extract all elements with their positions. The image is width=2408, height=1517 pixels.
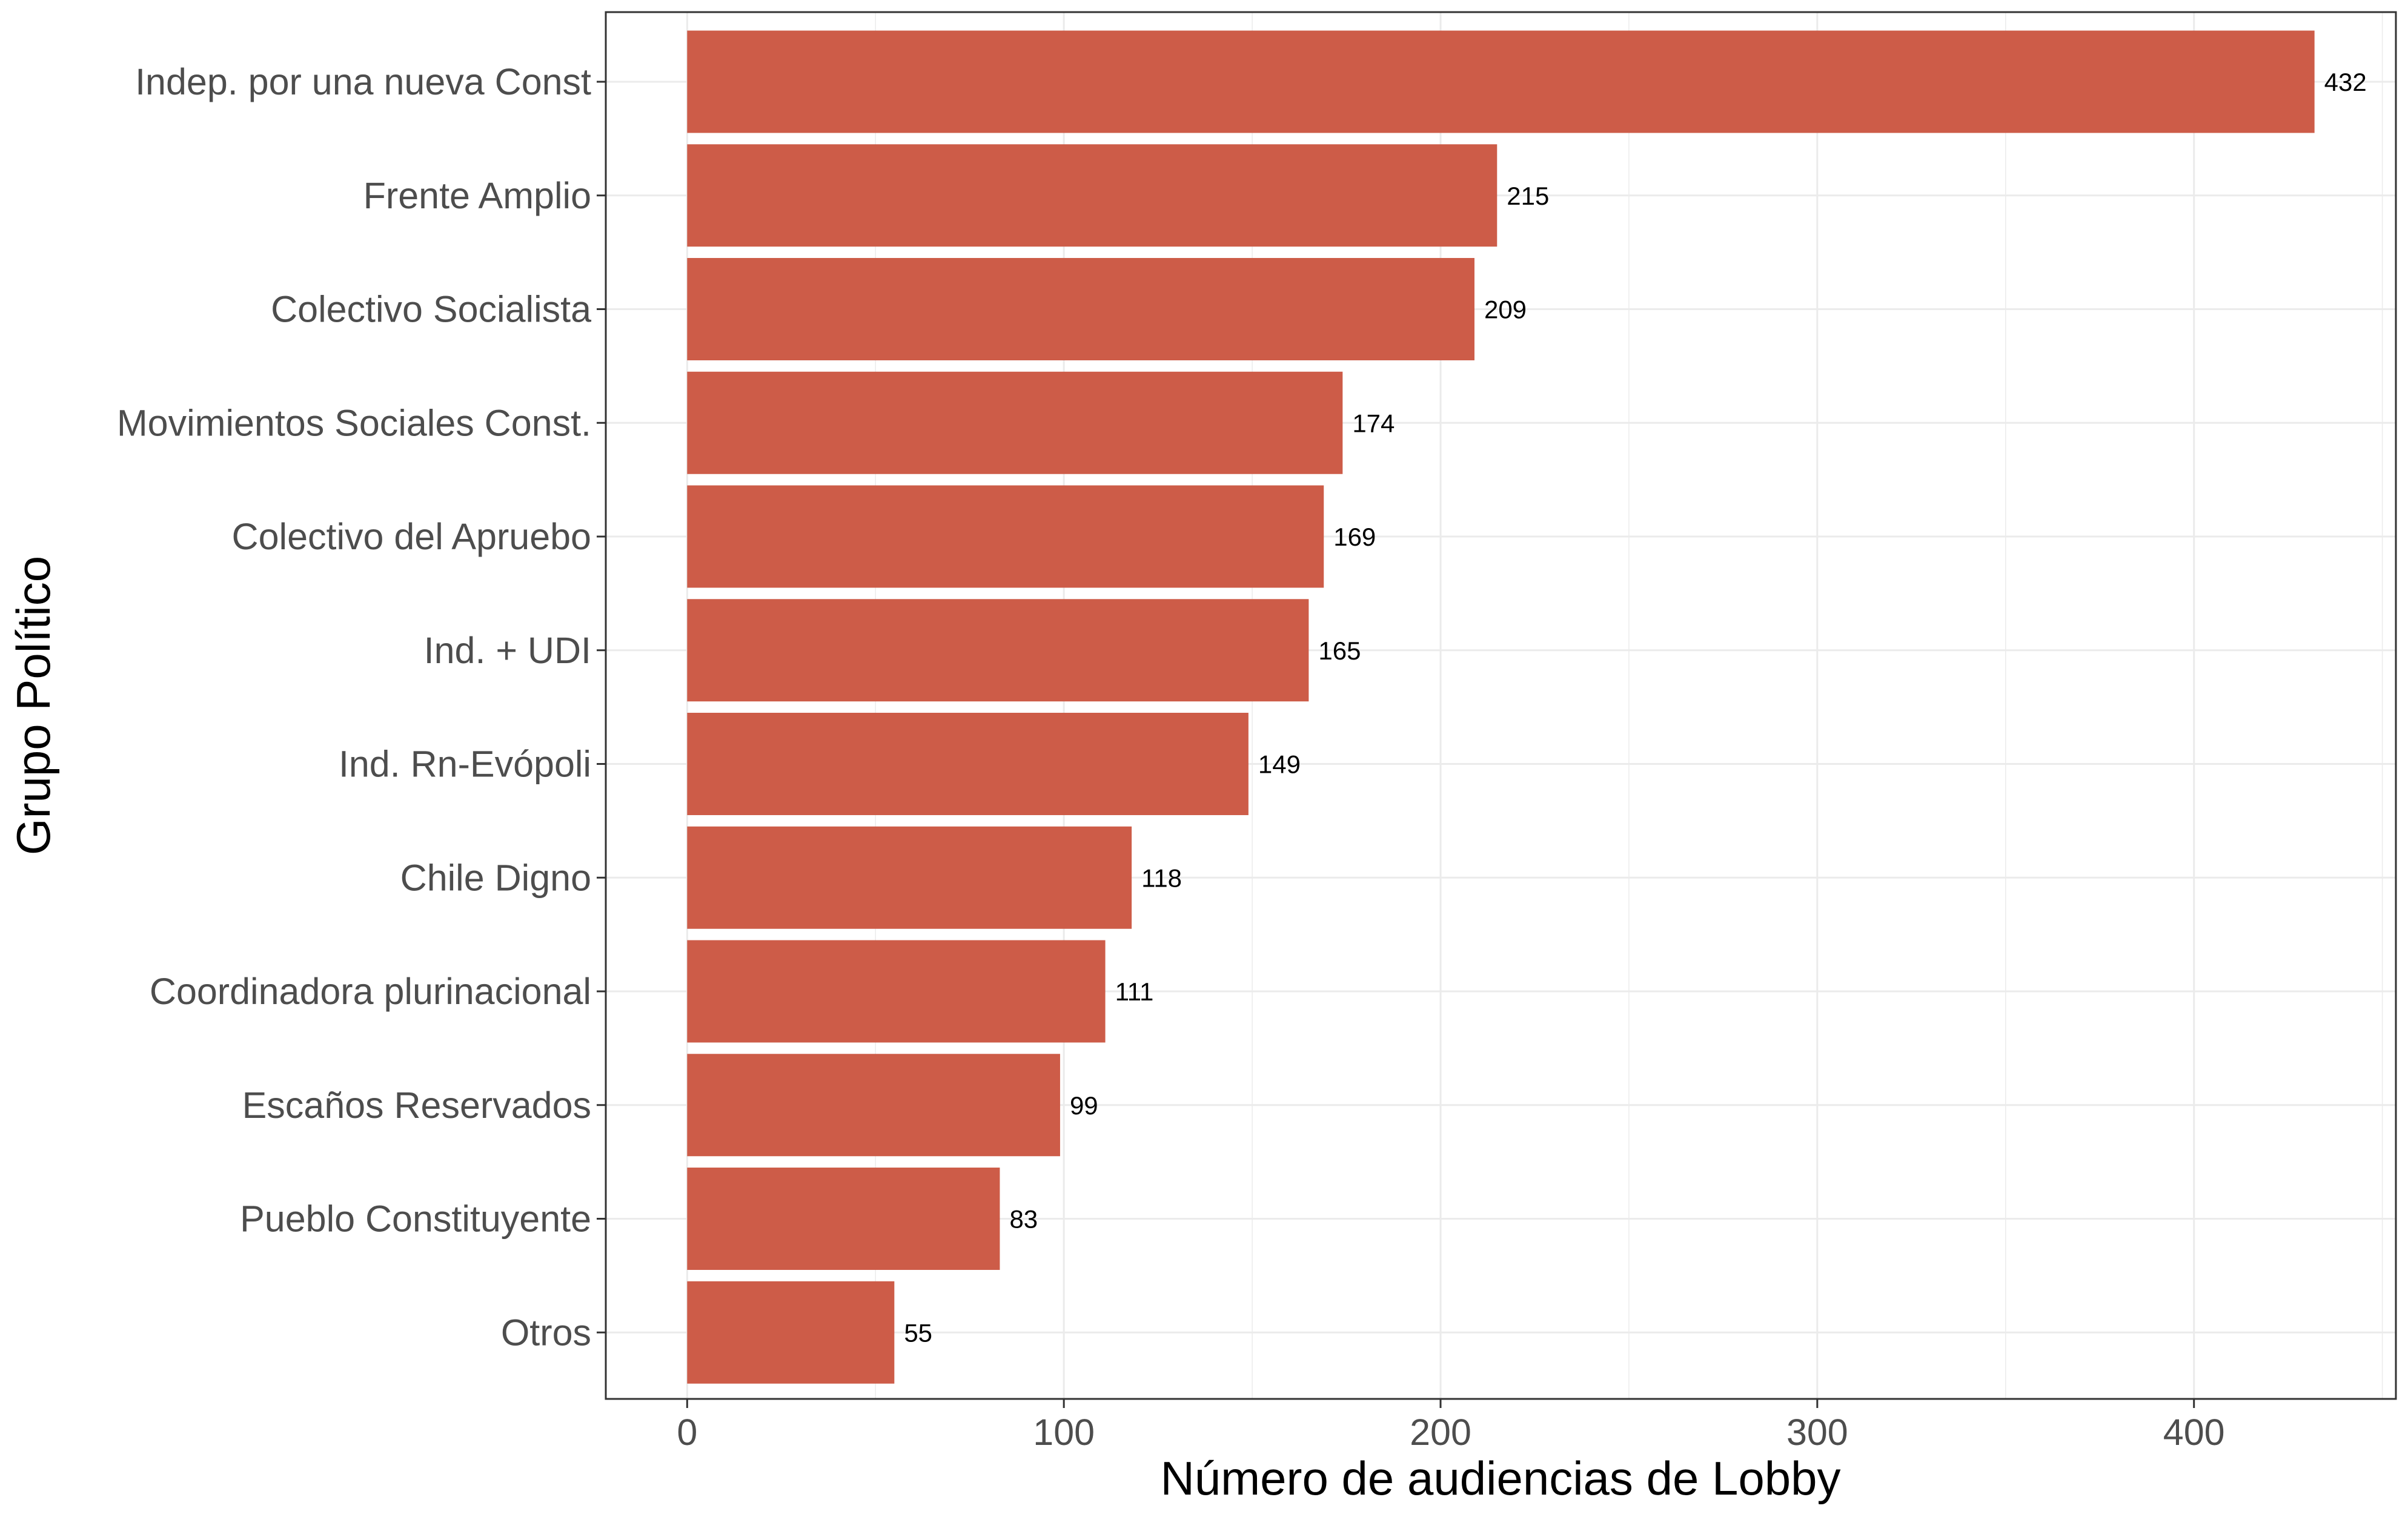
bar-value-label: 169: [1333, 523, 1376, 551]
y-tick-label: Pueblo Constituyente: [240, 1198, 591, 1240]
bars: [687, 30, 2315, 1384]
bar: [687, 1281, 895, 1384]
x-tick-label: 400: [2163, 1412, 2225, 1453]
bar-value-label: 149: [1258, 750, 1301, 779]
bar-value-label: 209: [1484, 296, 1527, 324]
x-tick-label: 100: [1033, 1412, 1095, 1453]
x-axis-title: Número de audiencias de Lobby: [1160, 1452, 1840, 1505]
y-tick-label: Escaños Reservados: [242, 1085, 591, 1126]
bar: [687, 371, 1343, 474]
bar: [687, 258, 1474, 360]
y-tick-label: Indep. por una nueva Const: [135, 61, 591, 102]
bar: [687, 485, 1324, 588]
y-tick-label: Colectivo Socialista: [271, 289, 591, 330]
x-axis: 0 100 200 300 400: [677, 1399, 2225, 1453]
bar: [687, 826, 1132, 929]
x-tick-label: 0: [677, 1412, 697, 1453]
y-tick-label: Ind. + UDI: [424, 630, 591, 671]
bar-value-label: 99: [1070, 1091, 1098, 1120]
bar: [687, 940, 1106, 1043]
bar: [687, 599, 1309, 702]
bar-value-label: 174: [1352, 409, 1395, 437]
bar-value-label: 118: [1141, 864, 1182, 892]
bar-value-label: 165: [1318, 636, 1361, 665]
bar: [687, 1054, 1060, 1157]
y-tick-label: Movimientos Sociales Const.: [117, 402, 591, 443]
bar: [687, 1168, 1000, 1270]
bar-value-label: 111: [1115, 977, 1154, 1006]
bar-value-label: 215: [1507, 182, 1549, 210]
bar: [687, 713, 1249, 815]
y-tick-label: Otros: [501, 1312, 591, 1353]
y-axis: Indep. por una nueva Const Frente Amplio C…: [117, 61, 606, 1353]
bar-value-label: 432: [2324, 68, 2367, 96]
bar: [687, 144, 1498, 247]
bar-value-label: 83: [1009, 1205, 1038, 1234]
y-tick-label: Chile Digno: [400, 857, 591, 898]
y-tick-label: Colectivo del Apruebo: [232, 516, 591, 557]
y-axis-title: Grupo Político: [7, 556, 60, 855]
panel-border: [605, 11, 2397, 1400]
y-tick-label: Ind. Rn-Evópoli: [339, 744, 591, 785]
y-tick-label: Coordinadora plurinacional: [150, 971, 591, 1012]
x-tick-label: 200: [1410, 1412, 1471, 1453]
bar-value-label: 55: [904, 1318, 932, 1347]
data-labels: 432 215 209 174 169 165 149 118 111 99 83 55: [904, 68, 2366, 1347]
y-tick-label: Frente Amplio: [363, 175, 591, 216]
x-tick-label: 300: [1786, 1412, 1848, 1453]
bar: [687, 30, 2315, 133]
